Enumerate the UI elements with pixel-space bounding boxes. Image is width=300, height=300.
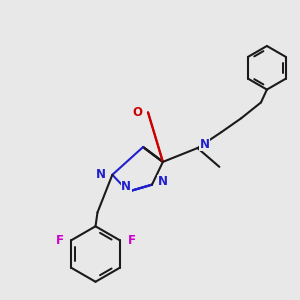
Text: O: O: [132, 106, 142, 119]
Text: N: N: [95, 168, 105, 181]
Text: F: F: [128, 234, 136, 247]
Text: N: N: [121, 180, 131, 193]
Text: N: N: [200, 138, 209, 151]
Text: F: F: [56, 234, 64, 247]
Text: N: N: [158, 175, 168, 188]
